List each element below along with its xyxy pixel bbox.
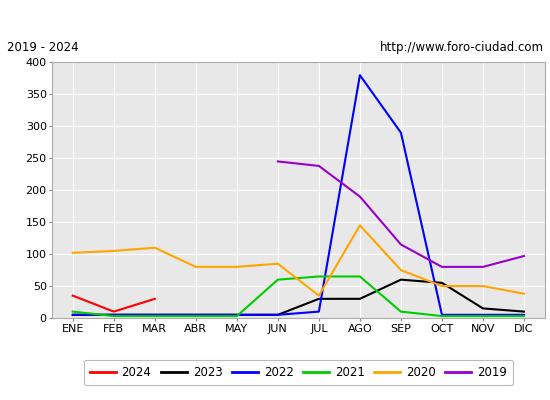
Text: 2019 - 2024: 2019 - 2024 xyxy=(7,41,78,54)
Text: http://www.foro-ciudad.com: http://www.foro-ciudad.com xyxy=(379,41,543,54)
Legend: 2024, 2023, 2022, 2021, 2020, 2019: 2024, 2023, 2022, 2021, 2020, 2019 xyxy=(84,360,513,385)
Text: Evolucion Nº Turistas Extranjeros en el municipio de Macharaviaya: Evolucion Nº Turistas Extranjeros en el … xyxy=(30,10,520,25)
